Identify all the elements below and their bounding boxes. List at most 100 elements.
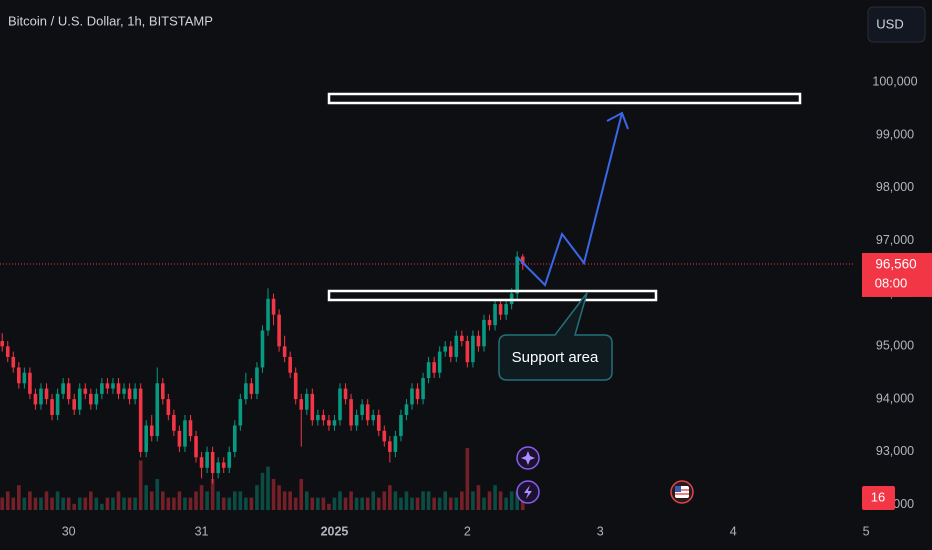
candle-body [360, 404, 364, 415]
currency-label: USD [876, 16, 903, 31]
volume-bar [249, 497, 254, 510]
candle-body [83, 388, 88, 394]
volume-bar [232, 491, 237, 510]
y-tick-label: 97,000 [876, 233, 914, 247]
volume-bar [271, 479, 276, 510]
candle-body [17, 367, 21, 384]
volume-bar [520, 497, 525, 510]
volume-bar [338, 491, 342, 510]
volume-bar [354, 497, 359, 510]
x-tick-label: 3 [597, 524, 604, 538]
volume-bar [426, 491, 431, 510]
currency-button[interactable] [867, 6, 926, 43]
x-tick-label: 4 [730, 524, 737, 538]
volume-bar [454, 497, 459, 510]
volume-bar [365, 497, 370, 510]
candle-body [349, 399, 353, 426]
candle-body [33, 393, 38, 405]
volume-bar [94, 497, 99, 510]
axis-layer: 92,00093,00094,00095,00096,00097,00098,0… [62, 75, 932, 538]
volume-bar [498, 491, 503, 510]
volume-bar [5, 491, 10, 510]
volume-bar [448, 497, 453, 510]
volume-bar [144, 485, 148, 510]
y-tick-label: 94,000 [876, 391, 914, 405]
candle-body [310, 393, 315, 421]
candle-body [421, 378, 425, 400]
candle-body [482, 319, 486, 347]
candle-body [404, 404, 409, 415]
candle-body [216, 462, 220, 474]
candle-body [288, 356, 292, 373]
volume-bar [100, 503, 104, 510]
volume-bar [349, 491, 353, 510]
y-tick-label: 99,000 [876, 127, 914, 141]
candle-body [249, 383, 254, 394]
candle-body [122, 388, 126, 394]
candle-body [443, 346, 448, 352]
candle-body [172, 414, 176, 431]
badge-label: 16 [871, 489, 885, 504]
candle-body [332, 420, 337, 426]
volume-bar [476, 485, 481, 510]
volume-bar [277, 485, 281, 510]
candle-body [210, 451, 215, 474]
flag-canton [675, 486, 681, 492]
volume-bar [244, 497, 248, 510]
volume-bar [238, 491, 243, 510]
arrow-head [606, 111, 629, 130]
candle-body [28, 372, 32, 394]
volume-bar [410, 497, 414, 510]
candle-body [399, 414, 403, 437]
support-zone [327, 289, 658, 302]
candle-body [177, 430, 182, 447]
candle-body [354, 414, 359, 426]
y-tick-label: 93,000 [876, 444, 914, 458]
candle-body [465, 341, 470, 363]
volume-bar [487, 491, 492, 510]
candle-body [94, 393, 99, 405]
volume-bar [199, 485, 204, 510]
volume-bar [304, 491, 309, 510]
candle-body [316, 414, 320, 421]
volume-bar [310, 497, 315, 510]
candle-body [255, 367, 259, 394]
candle-body [410, 388, 414, 405]
candle-body [426, 362, 431, 379]
volume-bar [133, 497, 137, 510]
volume-bar [138, 460, 143, 510]
volume-bar [28, 491, 32, 510]
candle-body [487, 319, 492, 326]
volume-bar [404, 491, 409, 510]
volume-bar [266, 466, 270, 510]
volume-bar [22, 497, 27, 510]
volume-bar [183, 497, 187, 510]
x-tick-label: 2 [464, 524, 471, 538]
volume-bar [471, 491, 475, 510]
volume-layer [0, 448, 525, 510]
candle-body [388, 441, 392, 452]
volume-bar [83, 497, 88, 510]
candle-body [221, 462, 226, 468]
candle-body [50, 399, 54, 415]
volume-bar [11, 497, 16, 510]
volume-bar [50, 497, 54, 510]
candle-body [371, 414, 376, 421]
volume-bar [66, 497, 71, 510]
candle-body [0, 341, 5, 347]
candle-body [327, 420, 331, 426]
candle-body [460, 335, 464, 342]
candle-body [133, 388, 137, 400]
volume-bar [149, 491, 154, 510]
volume-bar [293, 497, 298, 510]
candle-body [277, 314, 281, 347]
volume-bar [177, 491, 182, 510]
volume-bar [465, 448, 470, 510]
candle-body [144, 425, 148, 452]
volume-bar [343, 497, 348, 510]
volume-bar [61, 497, 65, 510]
volume-bar [316, 497, 320, 510]
candle-body [238, 399, 243, 426]
volume-bar [432, 497, 436, 510]
